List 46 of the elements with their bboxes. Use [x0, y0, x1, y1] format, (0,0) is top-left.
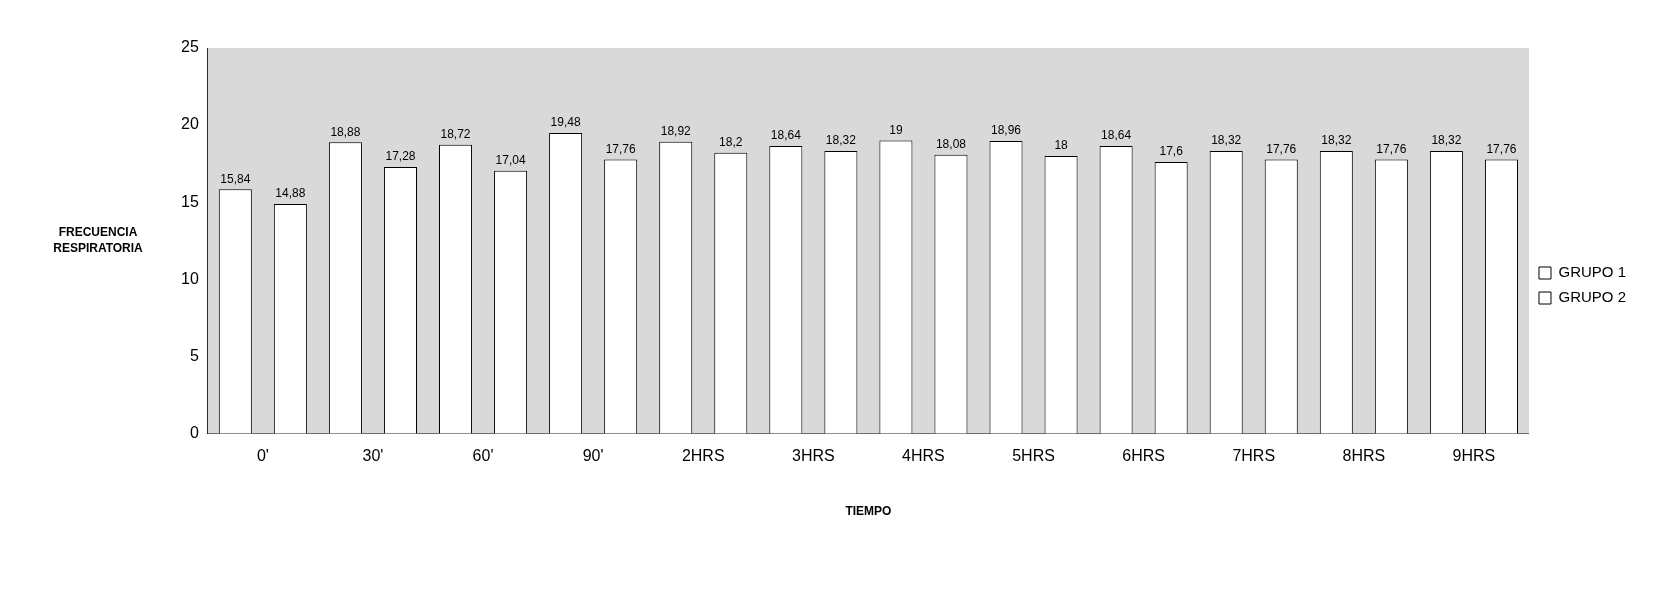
- data-label: 18,08: [935, 136, 967, 151]
- data-label: 14,88: [275, 186, 306, 201]
- data-label: 18,72: [440, 127, 471, 142]
- x-tick-label: 0': [256, 447, 269, 465]
- x-tick-label: 90': [582, 447, 604, 465]
- x-tick-label: 60': [472, 447, 494, 465]
- legend-label: GRUPO 2: [1558, 288, 1626, 306]
- data-label: 18,64: [1101, 128, 1132, 143]
- y-tick-label: 10: [181, 269, 199, 287]
- data-label: 18: [1054, 138, 1069, 153]
- data-label: 17,6: [1159, 144, 1184, 159]
- legend-label: GRUPO 1: [1558, 263, 1626, 281]
- data-label: 18,92: [660, 124, 692, 139]
- x-tick-label: 4HRS: [902, 447, 945, 465]
- x-tick-label: 7HRS: [1232, 447, 1276, 465]
- x-tick-label: 9HRS: [1452, 447, 1496, 465]
- y-axis-title: FRECUENCIA RESPIRATORIA: [53, 225, 144, 256]
- x-tick-label: 8HRS: [1342, 447, 1386, 465]
- y-tick-label: 25: [181, 38, 199, 56]
- data-label: 18,64: [770, 128, 802, 143]
- data-label: 17,76: [1376, 141, 1407, 156]
- x-tick-label: 30': [362, 447, 384, 465]
- x-tick-label: 2HRS: [681, 447, 725, 465]
- x-axis-title: TIEMPO: [845, 504, 892, 519]
- y-tick-label: 20: [181, 115, 199, 133]
- data-label: 18,96: [991, 123, 1022, 138]
- data-label: 19: [889, 122, 903, 137]
- x-tick-label: 3HRS: [792, 447, 835, 465]
- data-label: 17,76: [605, 141, 637, 156]
- x-tick-label: 6HRS: [1122, 447, 1165, 465]
- y-tick-label: 5: [189, 346, 199, 364]
- y-tick-label: 0: [189, 423, 199, 441]
- data-label: 18,88: [330, 124, 361, 139]
- data-label: 17,76: [1266, 141, 1297, 156]
- data-label: 19,48: [550, 115, 581, 130]
- y-tick-label: 15: [181, 192, 199, 210]
- data-label: 17,76: [1486, 141, 1517, 156]
- data-label: 18,2: [719, 135, 743, 150]
- data-label: 18,32: [1321, 133, 1352, 148]
- data-label: 15,84: [220, 171, 251, 186]
- data-label: 18,32: [1431, 133, 1462, 148]
- data-label: 18,32: [1211, 133, 1242, 148]
- data-label: 18,32: [825, 133, 857, 148]
- x-tick-label: 5HRS: [1012, 447, 1055, 465]
- data-label: 17,28: [385, 149, 416, 164]
- data-label: 17,04: [495, 153, 526, 168]
